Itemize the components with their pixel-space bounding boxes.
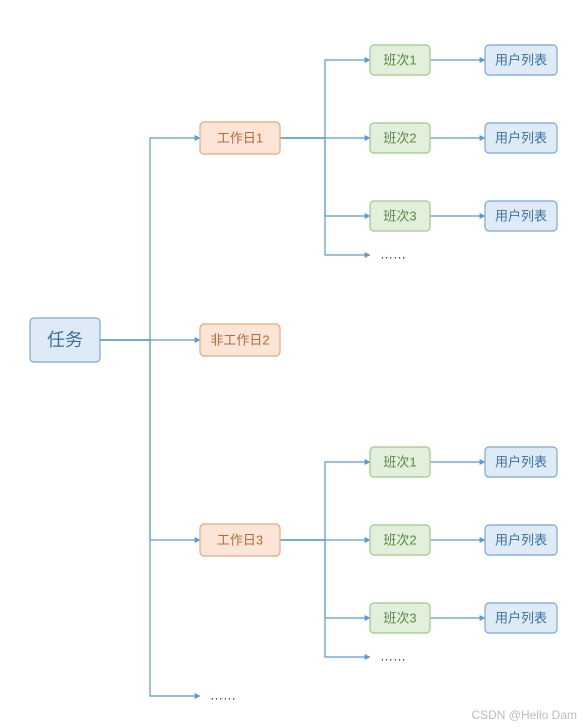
node-label: 任务	[47, 330, 83, 350]
ellipsis-label: ……	[380, 648, 406, 663]
edge-ellipsis	[100, 340, 200, 696]
node-label: 非工作日2	[210, 333, 269, 348]
node-label: 班次2	[383, 131, 416, 146]
node-label: 班次1	[383, 53, 416, 68]
node-task: 任务	[30, 318, 100, 362]
node-label: 班次2	[383, 533, 416, 548]
node-label: 用户列表	[495, 533, 547, 548]
tree-diagram: 任务工作日1非工作日2工作日3班次1班次2班次3班次1班次2班次3用户列表用户列…	[0, 0, 585, 728]
node-wd3: 工作日3	[200, 524, 280, 556]
node-nwd2: 非工作日2	[200, 324, 280, 356]
ellipsis-label: ……	[210, 687, 236, 702]
node-label: 班次3	[383, 611, 416, 626]
node-u1c: 用户列表	[485, 201, 557, 231]
node-wd1: 工作日1	[200, 122, 280, 154]
node-label: 班次1	[383, 455, 416, 470]
nodes: 任务工作日1非工作日2工作日3班次1班次2班次3班次1班次2班次3用户列表用户列…	[30, 45, 557, 633]
node-s3b: 班次2	[370, 525, 430, 555]
edge	[100, 138, 200, 340]
node-u3c: 用户列表	[485, 603, 557, 633]
edge-ellipsis	[280, 138, 370, 255]
node-label: 用户列表	[495, 455, 547, 470]
node-u1a: 用户列表	[485, 45, 557, 75]
edge-ellipsis	[280, 540, 370, 657]
node-label: 用户列表	[495, 611, 547, 626]
node-s1b: 班次2	[370, 123, 430, 153]
node-label: 班次3	[383, 209, 416, 224]
edge	[280, 60, 370, 138]
edge	[280, 462, 370, 540]
node-label: 用户列表	[495, 209, 547, 224]
node-u3b: 用户列表	[485, 525, 557, 555]
node-s3c: 班次3	[370, 603, 430, 633]
node-u3a: 用户列表	[485, 447, 557, 477]
watermark: CSDN @Hello Dam	[471, 708, 577, 722]
edges	[100, 60, 485, 696]
node-s1a: 班次1	[370, 45, 430, 75]
node-label: 用户列表	[495, 53, 547, 68]
node-label: 工作日1	[217, 131, 263, 146]
ellipsis-label: ……	[380, 246, 406, 261]
node-u1b: 用户列表	[485, 123, 557, 153]
node-label: 用户列表	[495, 131, 547, 146]
node-s1c: 班次3	[370, 201, 430, 231]
node-label: 工作日3	[217, 533, 263, 548]
node-s3a: 班次1	[370, 447, 430, 477]
